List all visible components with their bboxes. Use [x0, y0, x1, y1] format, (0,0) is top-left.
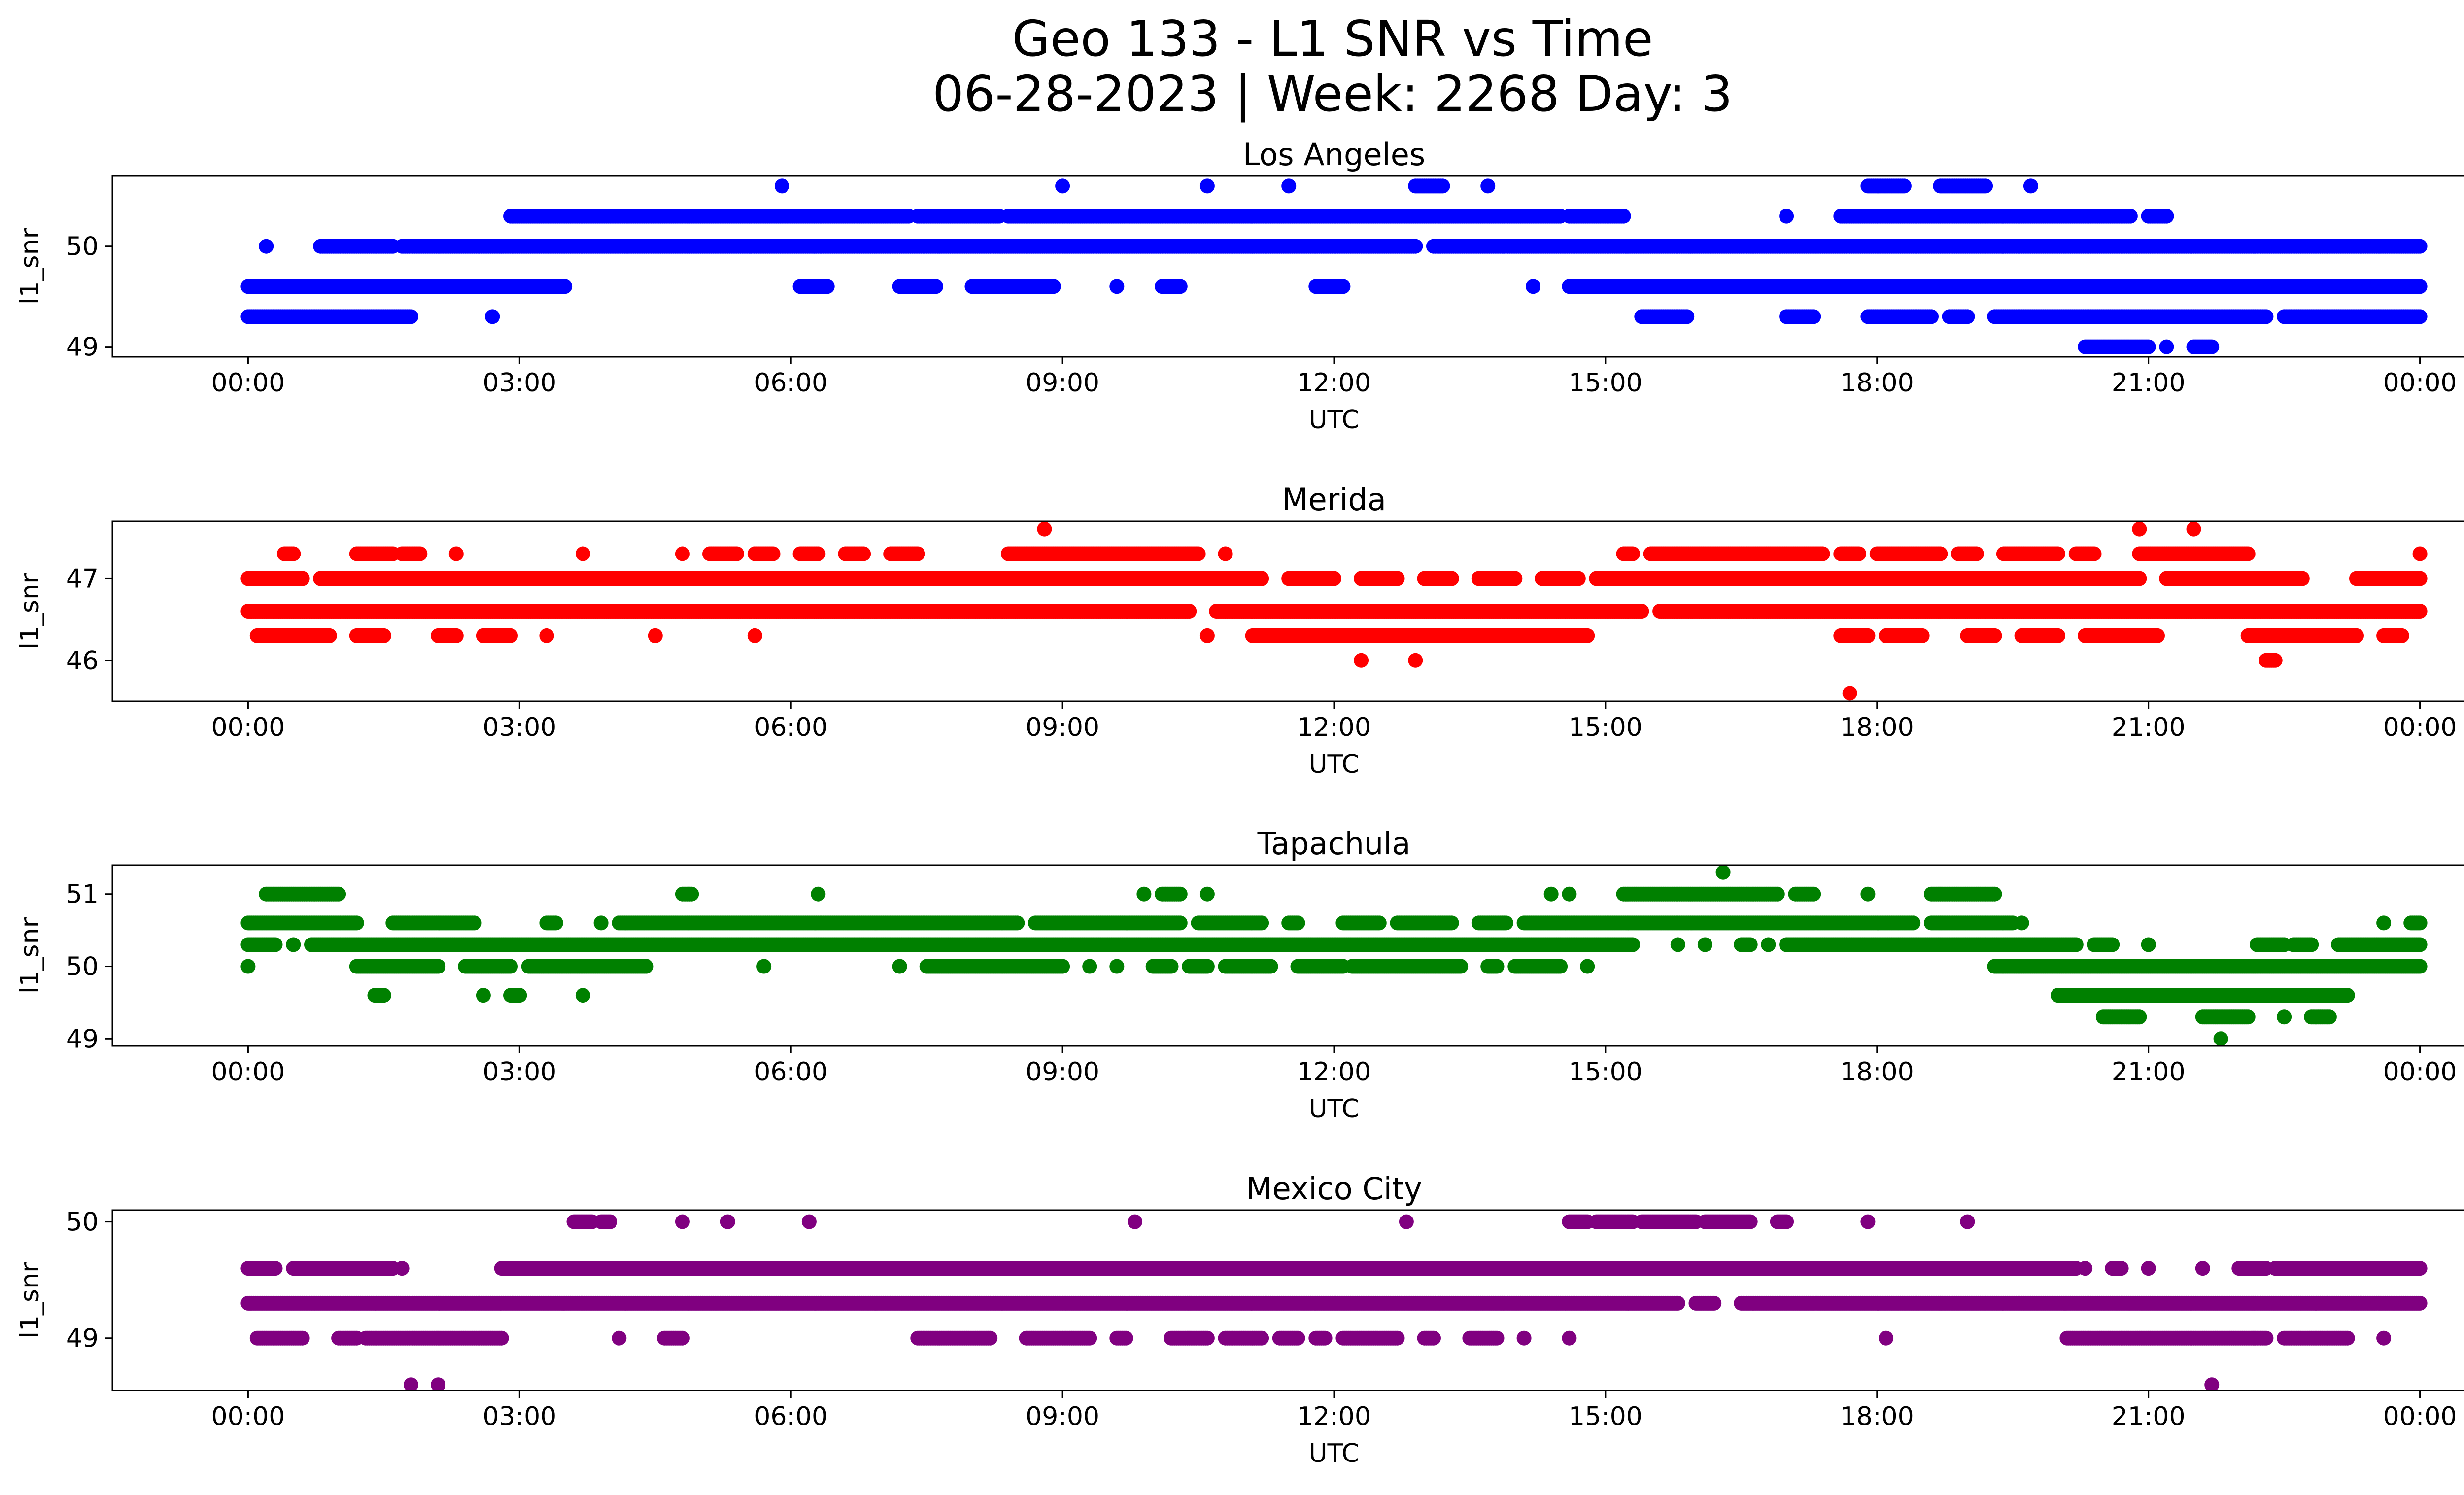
data-point: [1435, 178, 1450, 194]
figure-title-line-2: 06-28-2023 | Week: 2268 Day: 3: [932, 65, 1732, 123]
data-point: [2259, 309, 2274, 324]
data-point: [376, 628, 391, 643]
data-point: [1806, 309, 1821, 324]
data-point: [2412, 279, 2428, 294]
figure-title-line-1: Geo 133 - L1 SNR vs Time: [1012, 10, 1653, 68]
data-point: [1046, 279, 1061, 294]
y-tick-label: 50: [66, 232, 99, 262]
data-point: [820, 279, 835, 294]
data-point: [1408, 653, 1423, 668]
data-point: [322, 628, 337, 643]
x-tick-label: 06:00: [754, 368, 828, 398]
data-point: [1960, 309, 1975, 324]
data-point: [1182, 604, 1197, 619]
data-point: [2150, 628, 2165, 643]
data-point: [1055, 178, 1070, 194]
data-point: [1109, 279, 1125, 294]
data-point: [2412, 239, 2428, 254]
data-point: [557, 279, 573, 294]
data-point: [1679, 309, 1695, 324]
data-point: [295, 571, 310, 586]
x-tick-label: 00:00: [211, 368, 285, 398]
data-point: [2159, 339, 2174, 354]
x-tick-label: 15:00: [1569, 368, 1643, 398]
data-point: [1634, 604, 1649, 619]
data-point: [2122, 209, 2138, 224]
data-point: [2204, 339, 2220, 354]
data-point: [1199, 178, 1215, 194]
data-point: [2051, 628, 2065, 643]
data-point: [485, 309, 500, 324]
data-point: [1335, 279, 1351, 294]
data-point: [1526, 279, 1540, 294]
panel-title: Los Angeles: [1243, 137, 1425, 173]
data-point: [2394, 628, 2409, 643]
data-point: [448, 628, 464, 643]
data-point: [1480, 178, 1496, 194]
scatter-series: [240, 178, 2428, 354]
data-point: [2412, 604, 2428, 619]
data-point: [928, 279, 943, 294]
panel-title: Merida: [1282, 482, 1386, 518]
data-point: [1987, 628, 2002, 643]
x-tick-label: 12:00: [1297, 368, 1371, 398]
x-tick-label: 09:00: [1026, 368, 1099, 398]
data-point: [539, 628, 554, 643]
data-point: [1896, 178, 1912, 194]
x-tick-label: 18:00: [1840, 368, 1914, 398]
data-point: [404, 309, 418, 324]
data-point: [259, 239, 274, 254]
x-tick-label: 21:00: [2112, 368, 2186, 398]
data-point: [1281, 178, 1297, 194]
data-point: [1860, 628, 1876, 643]
x-tick-label: 03:00: [482, 368, 556, 398]
data-point: [2267, 653, 2283, 668]
data-point: [1616, 209, 1631, 224]
x-axis-label: UTC: [1308, 405, 1359, 435]
data-point: [1580, 628, 1595, 643]
data-point: [1978, 178, 1993, 194]
y-tick-label: 49: [66, 333, 99, 362]
y-axis-label: l1_snr: [15, 228, 45, 305]
data-point: [2023, 178, 2038, 194]
data-point: [747, 628, 762, 643]
data-point: [1842, 686, 1857, 701]
data-point: [2159, 209, 2174, 224]
data-point: [2141, 339, 2156, 354]
data-point: [774, 178, 789, 194]
data-point: [1354, 653, 1369, 668]
data-point: [1172, 279, 1188, 294]
data-point: [648, 628, 663, 643]
chart-panel-0: Los Angeles 00:00 03:00 06:00 09:00 12:00 15:0…: [15, 137, 2464, 435]
data-point: [2412, 309, 2428, 324]
data-point: [503, 628, 518, 643]
data-point: [1199, 628, 1215, 643]
data-point: [1408, 239, 1423, 254]
data-point: [1924, 309, 1939, 324]
data-point: [1779, 209, 1794, 224]
x-tick-label: 00:00: [2383, 368, 2457, 398]
data-point: [1915, 628, 1930, 643]
scatter-series: [240, 522, 2428, 701]
data-point: [2349, 628, 2364, 643]
